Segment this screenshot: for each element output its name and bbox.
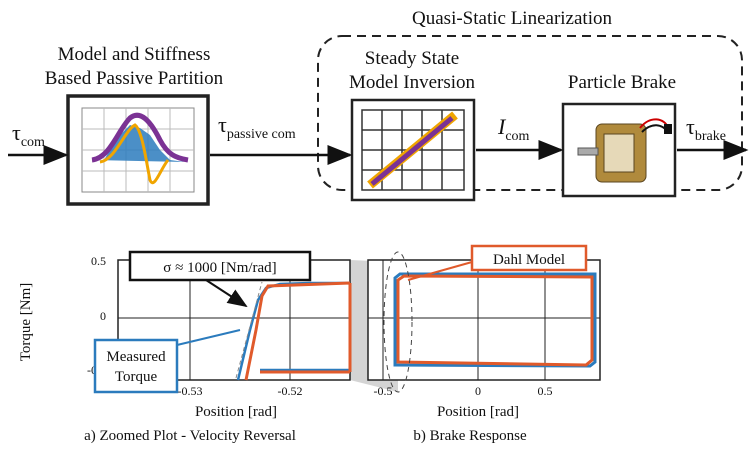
y-tick-label: 0.5: [91, 254, 106, 268]
x-tick-label: 0.5: [538, 384, 553, 398]
x-tick-label: -0.5: [374, 384, 393, 398]
signal-subscript: brake: [695, 129, 726, 144]
signal-symbol: I: [497, 114, 507, 139]
annotation: σ ≈ 1000 [Nm/rad]: [163, 260, 276, 276]
linearization-group: [317, 35, 743, 191]
legend-box: [93, 338, 179, 394]
partition-thumbnail: [81, 107, 195, 193]
annotation-box: [470, 244, 588, 272]
caption: b) Brake Response: [413, 428, 527, 444]
block-label: Model and Stiffness: [58, 44, 211, 65]
signal-subscript: passive com: [227, 127, 296, 142]
signal-symbol: τ: [12, 120, 21, 145]
signal-subscript: com: [505, 129, 529, 144]
signal: τbrake: [686, 114, 726, 144]
brake-image: [577, 118, 672, 183]
plot-b: [367, 251, 601, 393]
arrow: [205, 279, 248, 308]
block-label: Model Inversion: [349, 72, 476, 93]
signal: Icom: [497, 114, 530, 144]
x-tick-label: 0: [475, 384, 481, 398]
signal-subscript: com: [21, 135, 45, 150]
legend-label: Measured: [106, 349, 166, 365]
signal: τpassive com: [218, 112, 296, 142]
annotation: Dahl Model: [493, 252, 565, 268]
block-label: Particle Brake: [568, 72, 676, 93]
y-axis-label: Torque [Nm]: [18, 283, 34, 362]
block-label: Based Passive Partition: [45, 68, 224, 89]
signal-symbol: τ: [218, 112, 227, 137]
x-tick-label: -0.53: [178, 384, 203, 398]
y-tick-label: 0: [100, 309, 106, 323]
x-axis-label: Position [rad]: [437, 404, 519, 420]
legend-pointer: [176, 329, 241, 346]
title: Quasi-Static Linearization: [412, 8, 612, 29]
x-tick-label: -0.52: [278, 384, 303, 398]
x-axis-label: Position [rad]: [195, 404, 277, 420]
signal-symbol: τ: [686, 114, 695, 139]
legend-label: Torque: [115, 369, 158, 385]
inversion-thumbnail: [361, 109, 465, 191]
annotation-box: [128, 250, 312, 282]
signal: τcom: [12, 120, 45, 150]
block-label: Steady State: [365, 48, 459, 69]
legend-pointer: [407, 261, 473, 281]
caption: a) Zoomed Plot - Velocity Reversal: [84, 428, 296, 444]
